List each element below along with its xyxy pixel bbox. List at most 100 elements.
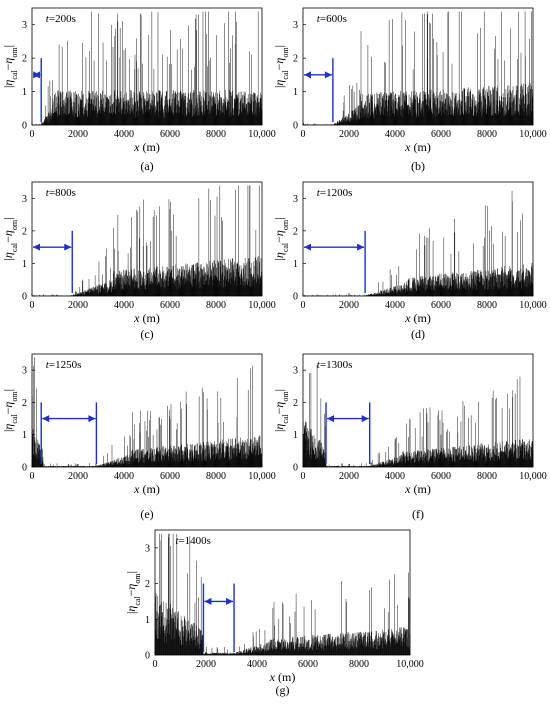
y-axis-label-part: | bbox=[1, 86, 15, 88]
plot-frame-g bbox=[154, 529, 411, 656]
arrowhead-right bbox=[33, 71, 41, 79]
y-axis-label-part: om bbox=[281, 219, 290, 230]
x-tick-label-c: 6000 bbox=[160, 300, 180, 311]
y-tick-label-c: 0 bbox=[22, 292, 27, 303]
y-axis-label-part: | bbox=[124, 612, 138, 614]
y-axis-label-part: η bbox=[272, 424, 286, 430]
y-axis-label-part: cal bbox=[281, 70, 290, 80]
arrowhead-right bbox=[357, 243, 365, 251]
extent-arrow-g bbox=[202, 583, 235, 652]
x-tick-label-g: 2000 bbox=[196, 659, 216, 670]
x-axis-unit: (m) bbox=[140, 140, 160, 154]
time-eq: = bbox=[320, 13, 326, 25]
x-tick-label-a: 2000 bbox=[68, 129, 88, 140]
x-tick-label-g: 10,000 bbox=[396, 659, 424, 670]
y-axis-label-part: om bbox=[281, 47, 290, 58]
y-axis-label-part: om bbox=[10, 47, 19, 58]
y-axis-label-part: η bbox=[1, 230, 15, 236]
time-eq: = bbox=[178, 535, 184, 547]
time-value: 1200s bbox=[326, 187, 352, 199]
arrowhead-left bbox=[42, 415, 50, 423]
arrowhead-left bbox=[304, 71, 311, 79]
y-axis-label-c: |ηcal−ηom| bbox=[1, 217, 19, 260]
time-annotation-b: t=600s bbox=[317, 13, 347, 25]
x-tick-label-f: 8000 bbox=[477, 471, 497, 482]
time-value: 1300s bbox=[326, 359, 352, 371]
time-eq: = bbox=[49, 359, 55, 371]
x-tick-label-g: 0 bbox=[153, 659, 158, 670]
y-tick-label-b: 3 bbox=[293, 20, 298, 31]
x-tick-label-d: 8000 bbox=[477, 300, 497, 311]
x-axis-variable: x bbox=[404, 140, 411, 154]
y-tick-label-e: 2 bbox=[22, 398, 27, 409]
y-tick-label-f: 2 bbox=[293, 398, 298, 409]
time-annotation-f: t=1300s bbox=[317, 359, 353, 371]
x-tick-label-f: 2000 bbox=[339, 471, 359, 482]
time-var: t bbox=[317, 359, 321, 371]
x-tick-label-e: 8000 bbox=[206, 471, 226, 482]
time-value: 1400s bbox=[185, 535, 211, 547]
plot-frame-e bbox=[31, 353, 263, 468]
panel-label-b: (b) bbox=[411, 159, 425, 173]
y-axis-label-part: cal bbox=[281, 414, 290, 424]
panel-label-e: (e) bbox=[140, 507, 153, 521]
x-tick-label-c: 10,000 bbox=[248, 300, 276, 311]
y-axis-label-part: | bbox=[272, 45, 286, 47]
y-axis-label-part: | bbox=[124, 571, 138, 573]
y-tick-label-e: 3 bbox=[22, 366, 27, 377]
x-tick-label-c: 8000 bbox=[206, 300, 226, 311]
arrowhead-right bbox=[361, 415, 369, 423]
signal-trace-c bbox=[31, 185, 263, 296]
y-tick-label-c: 2 bbox=[22, 226, 27, 237]
plot-frame-c bbox=[31, 181, 263, 297]
x-tick-label-c: 0 bbox=[30, 300, 35, 311]
signal-trace-a bbox=[31, 11, 263, 125]
x-axis-label-a: x (m) bbox=[133, 140, 160, 154]
time-annotation-a: t=200s bbox=[46, 13, 76, 25]
y-axis-label-part: η bbox=[1, 80, 15, 86]
y-tick-label-d: 1 bbox=[293, 259, 298, 270]
y-axis-label-part: cal bbox=[10, 242, 19, 252]
x-tick-label-g: 6000 bbox=[298, 659, 318, 670]
y-axis-label-part: | bbox=[1, 45, 15, 47]
x-tick-label-a: 0 bbox=[30, 129, 35, 140]
y-axis-label-part: | bbox=[272, 217, 286, 219]
y-axis-label-part: η bbox=[124, 584, 138, 590]
y-axis-label-part: | bbox=[1, 217, 15, 219]
y-tick-label-a: 1 bbox=[22, 87, 27, 98]
y-axis-label-part: η bbox=[272, 58, 286, 64]
extent-arrow-a bbox=[33, 58, 42, 122]
y-tick-label-e: 0 bbox=[22, 463, 27, 474]
arrowhead-left bbox=[304, 243, 311, 251]
x-tick-label-e: 10,000 bbox=[248, 471, 276, 482]
y-axis-label-part: om bbox=[281, 391, 290, 402]
y-axis-label-part: cal bbox=[10, 414, 19, 424]
y-axis-label-part: − bbox=[1, 236, 15, 243]
y-axis-label-d: |ηcal−ηom| bbox=[272, 217, 290, 260]
x-axis-variable: x bbox=[133, 311, 140, 325]
x-tick-label-b: 4000 bbox=[385, 129, 405, 140]
x-tick-label-b: 6000 bbox=[431, 129, 451, 140]
arrowhead-left bbox=[204, 597, 212, 605]
y-axis-label-part: om bbox=[10, 391, 19, 402]
x-axis-unit: (m) bbox=[275, 670, 295, 684]
y-tick-label-f: 1 bbox=[293, 430, 298, 441]
extent-arrow-b bbox=[304, 58, 334, 122]
signal-trace-d bbox=[302, 190, 534, 296]
signal-trace-b bbox=[302, 11, 534, 125]
time-eq: = bbox=[49, 13, 55, 25]
y-tick-label-a: 2 bbox=[22, 54, 27, 65]
y-axis-label-part: η bbox=[1, 402, 15, 408]
x-axis-label-f: x (m) bbox=[404, 482, 431, 496]
x-tick-label-f: 4000 bbox=[385, 471, 405, 482]
x-tick-label-f: 10,000 bbox=[519, 471, 547, 482]
x-tick-label-d: 4000 bbox=[385, 300, 405, 311]
y-tick-label-a: 0 bbox=[22, 121, 27, 132]
extent-arrow-c bbox=[33, 230, 73, 293]
plot-frame-f bbox=[302, 353, 534, 468]
y-tick-label-f: 3 bbox=[293, 366, 298, 377]
x-tick-label-a: 6000 bbox=[160, 129, 180, 140]
x-tick-label-c: 4000 bbox=[114, 300, 134, 311]
y-tick-label-c: 1 bbox=[22, 259, 27, 270]
